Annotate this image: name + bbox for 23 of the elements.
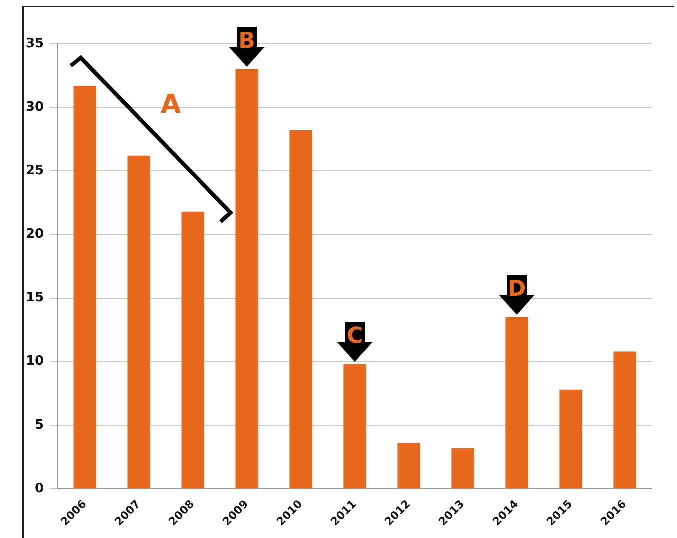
bar — [452, 448, 474, 489]
y-tick-label: 35 — [26, 36, 44, 52]
bar — [74, 86, 96, 489]
bar — [182, 212, 204, 489]
bar — [560, 390, 582, 489]
y-tick-label: 5 — [35, 418, 44, 433]
y-tick-label: 30 — [26, 100, 44, 115]
y-tick-label: 25 — [26, 164, 44, 179]
annotation: B — [238, 29, 256, 54]
annotation: C — [346, 324, 364, 350]
bar — [128, 156, 150, 489]
y-tick-label: 0 — [35, 481, 44, 496]
bar — [614, 352, 636, 489]
annotation: D — [506, 277, 528, 302]
annotation: A — [160, 90, 182, 120]
y-tick-label: 10 — [26, 354, 44, 370]
bar — [398, 443, 420, 489]
bar — [344, 364, 366, 489]
bar — [506, 317, 528, 489]
bar — [290, 130, 312, 489]
bar — [236, 69, 258, 489]
y-tick-label: 15 — [26, 290, 44, 306]
y-tick-label: 20 — [26, 227, 44, 242]
